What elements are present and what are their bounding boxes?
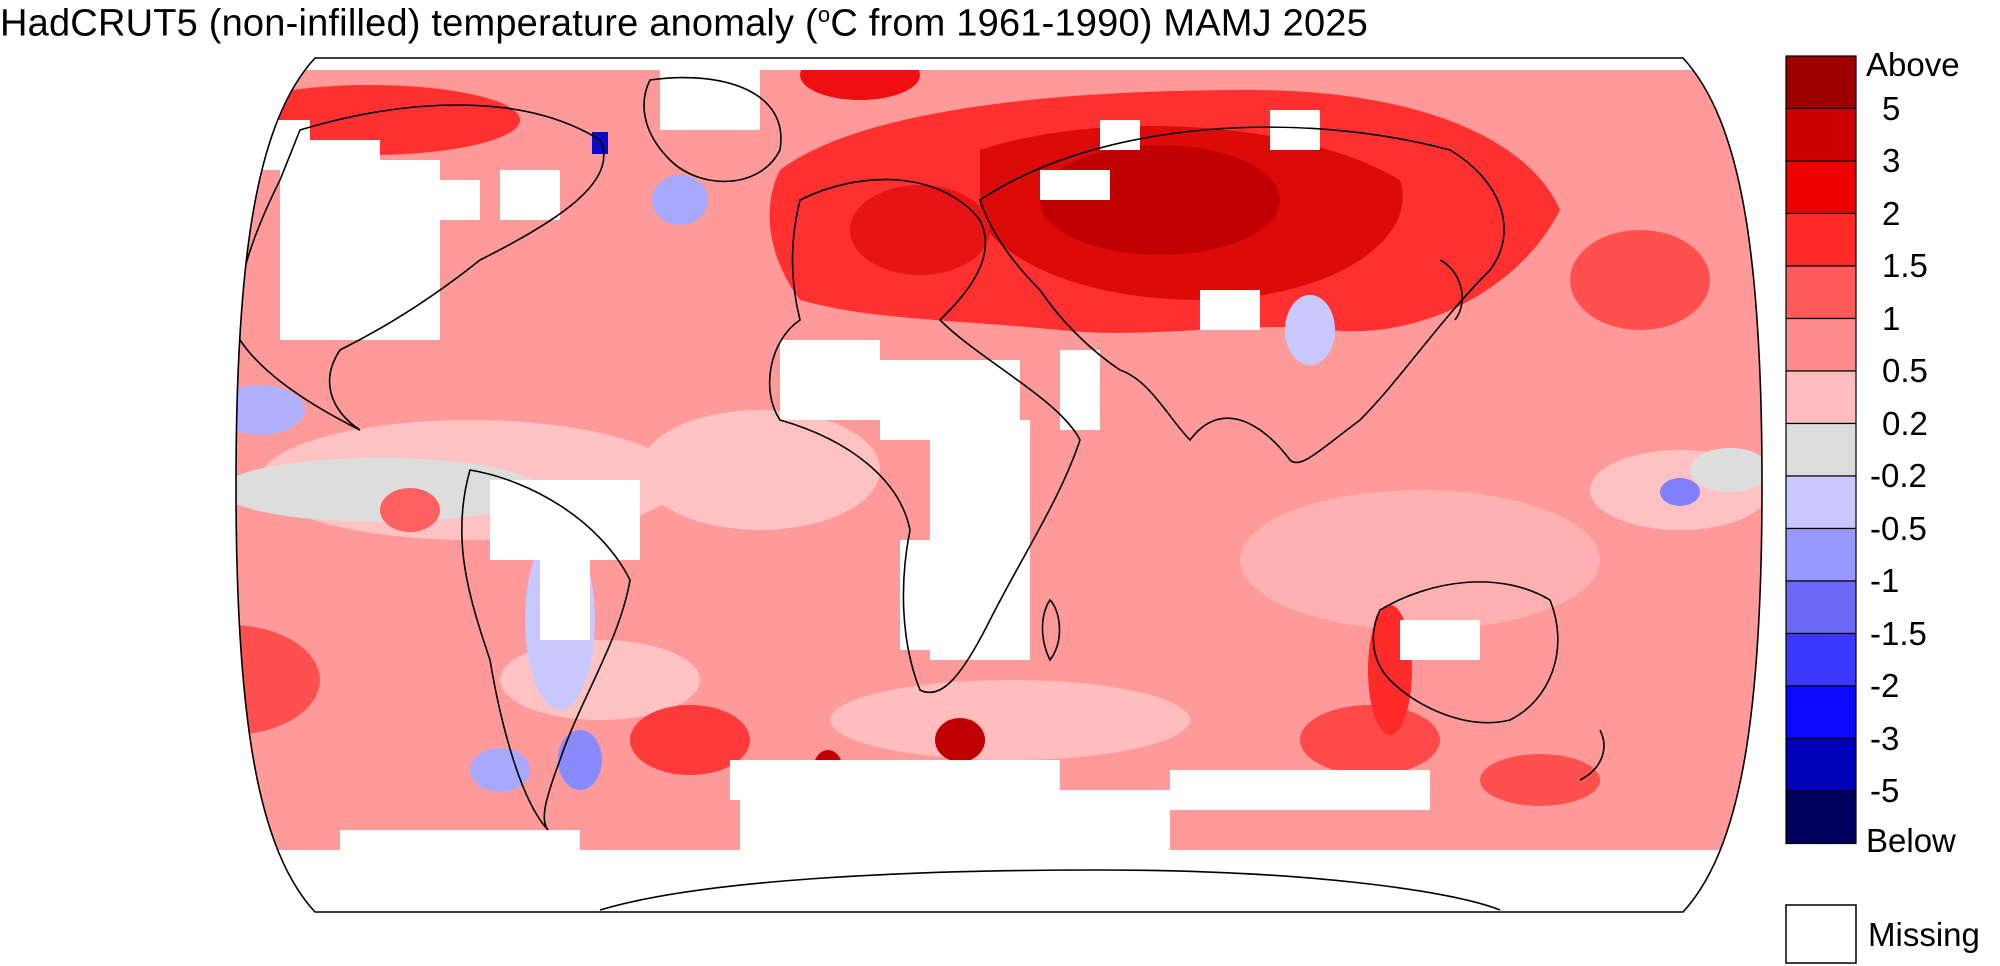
legend-label: -1 — [1870, 562, 1900, 599]
japan-coast — [1439, 259, 1464, 321]
australia-coast — [1372, 581, 1559, 724]
degree-symbol: o — [817, 2, 831, 27]
asia-coast — [979, 126, 1505, 464]
title-text-end: C from 1961-1990) MAMJ 2025 — [830, 2, 1368, 45]
legend-swatch — [1785, 632, 1857, 687]
legend-label: -1.5 — [1870, 614, 1927, 652]
title-text: HadCRUT5 (non-infilled) temperature anom… — [0, 2, 818, 45]
missing-swatch — [1785, 904, 1857, 964]
legend-swatch — [1785, 160, 1857, 215]
new-zealand-coast — [1579, 729, 1605, 781]
color-legend — [1785, 55, 1857, 845]
legend-label: -2 — [1870, 667, 1900, 704]
legend-label: 2 — [1882, 194, 1901, 232]
missing-label: Missing — [1868, 916, 1980, 953]
missing-data-areas — [236, 58, 1762, 912]
legend-label: -5 — [1870, 772, 1900, 809]
greenland-coast — [643, 76, 782, 183]
legend-label: 1 — [1882, 299, 1901, 337]
legend-label: -3 — [1870, 719, 1900, 757]
legend-swatch — [1785, 317, 1857, 372]
legend-swatch — [1785, 790, 1857, 845]
globe-outline — [235, 57, 1763, 913]
legend-swatch — [1785, 580, 1857, 635]
legend-swatch — [1785, 422, 1857, 477]
legend-swatch — [1785, 55, 1857, 110]
legend-swatch — [1785, 265, 1857, 320]
legend-label: 3 — [1882, 142, 1901, 179]
globe — [236, 58, 1762, 912]
legend-label: 0.5 — [1882, 352, 1928, 389]
coastlines — [236, 76, 1605, 911]
warm-anomaly-regions — [236, 58, 1710, 806]
legend-label: Below — [1866, 821, 1956, 859]
legend-label: -0.2 — [1870, 457, 1927, 494]
legend-swatch — [1785, 212, 1857, 267]
legend-swatch — [1785, 527, 1857, 582]
madagascar-coast — [1041, 598, 1061, 662]
legend-swatch — [1785, 475, 1857, 530]
europe-africa-coast — [768, 178, 1081, 694]
legend-label: 1.5 — [1882, 247, 1928, 284]
legend-label: 5 — [1882, 89, 1901, 127]
legend-swatch — [1785, 685, 1857, 740]
legend-label: Above — [1866, 46, 1960, 83]
legend-label: 0.2 — [1882, 404, 1928, 442]
antarctica-coast — [599, 869, 1501, 911]
south-america-coast — [460, 469, 631, 831]
legend-swatch — [1785, 370, 1857, 425]
legend-swatch — [1785, 107, 1857, 162]
legend-label: -0.5 — [1870, 509, 1927, 547]
map-title: HadCRUT5 (non-infilled) temperature anom… — [0, 2, 1368, 46]
legend-swatch — [1785, 737, 1857, 792]
